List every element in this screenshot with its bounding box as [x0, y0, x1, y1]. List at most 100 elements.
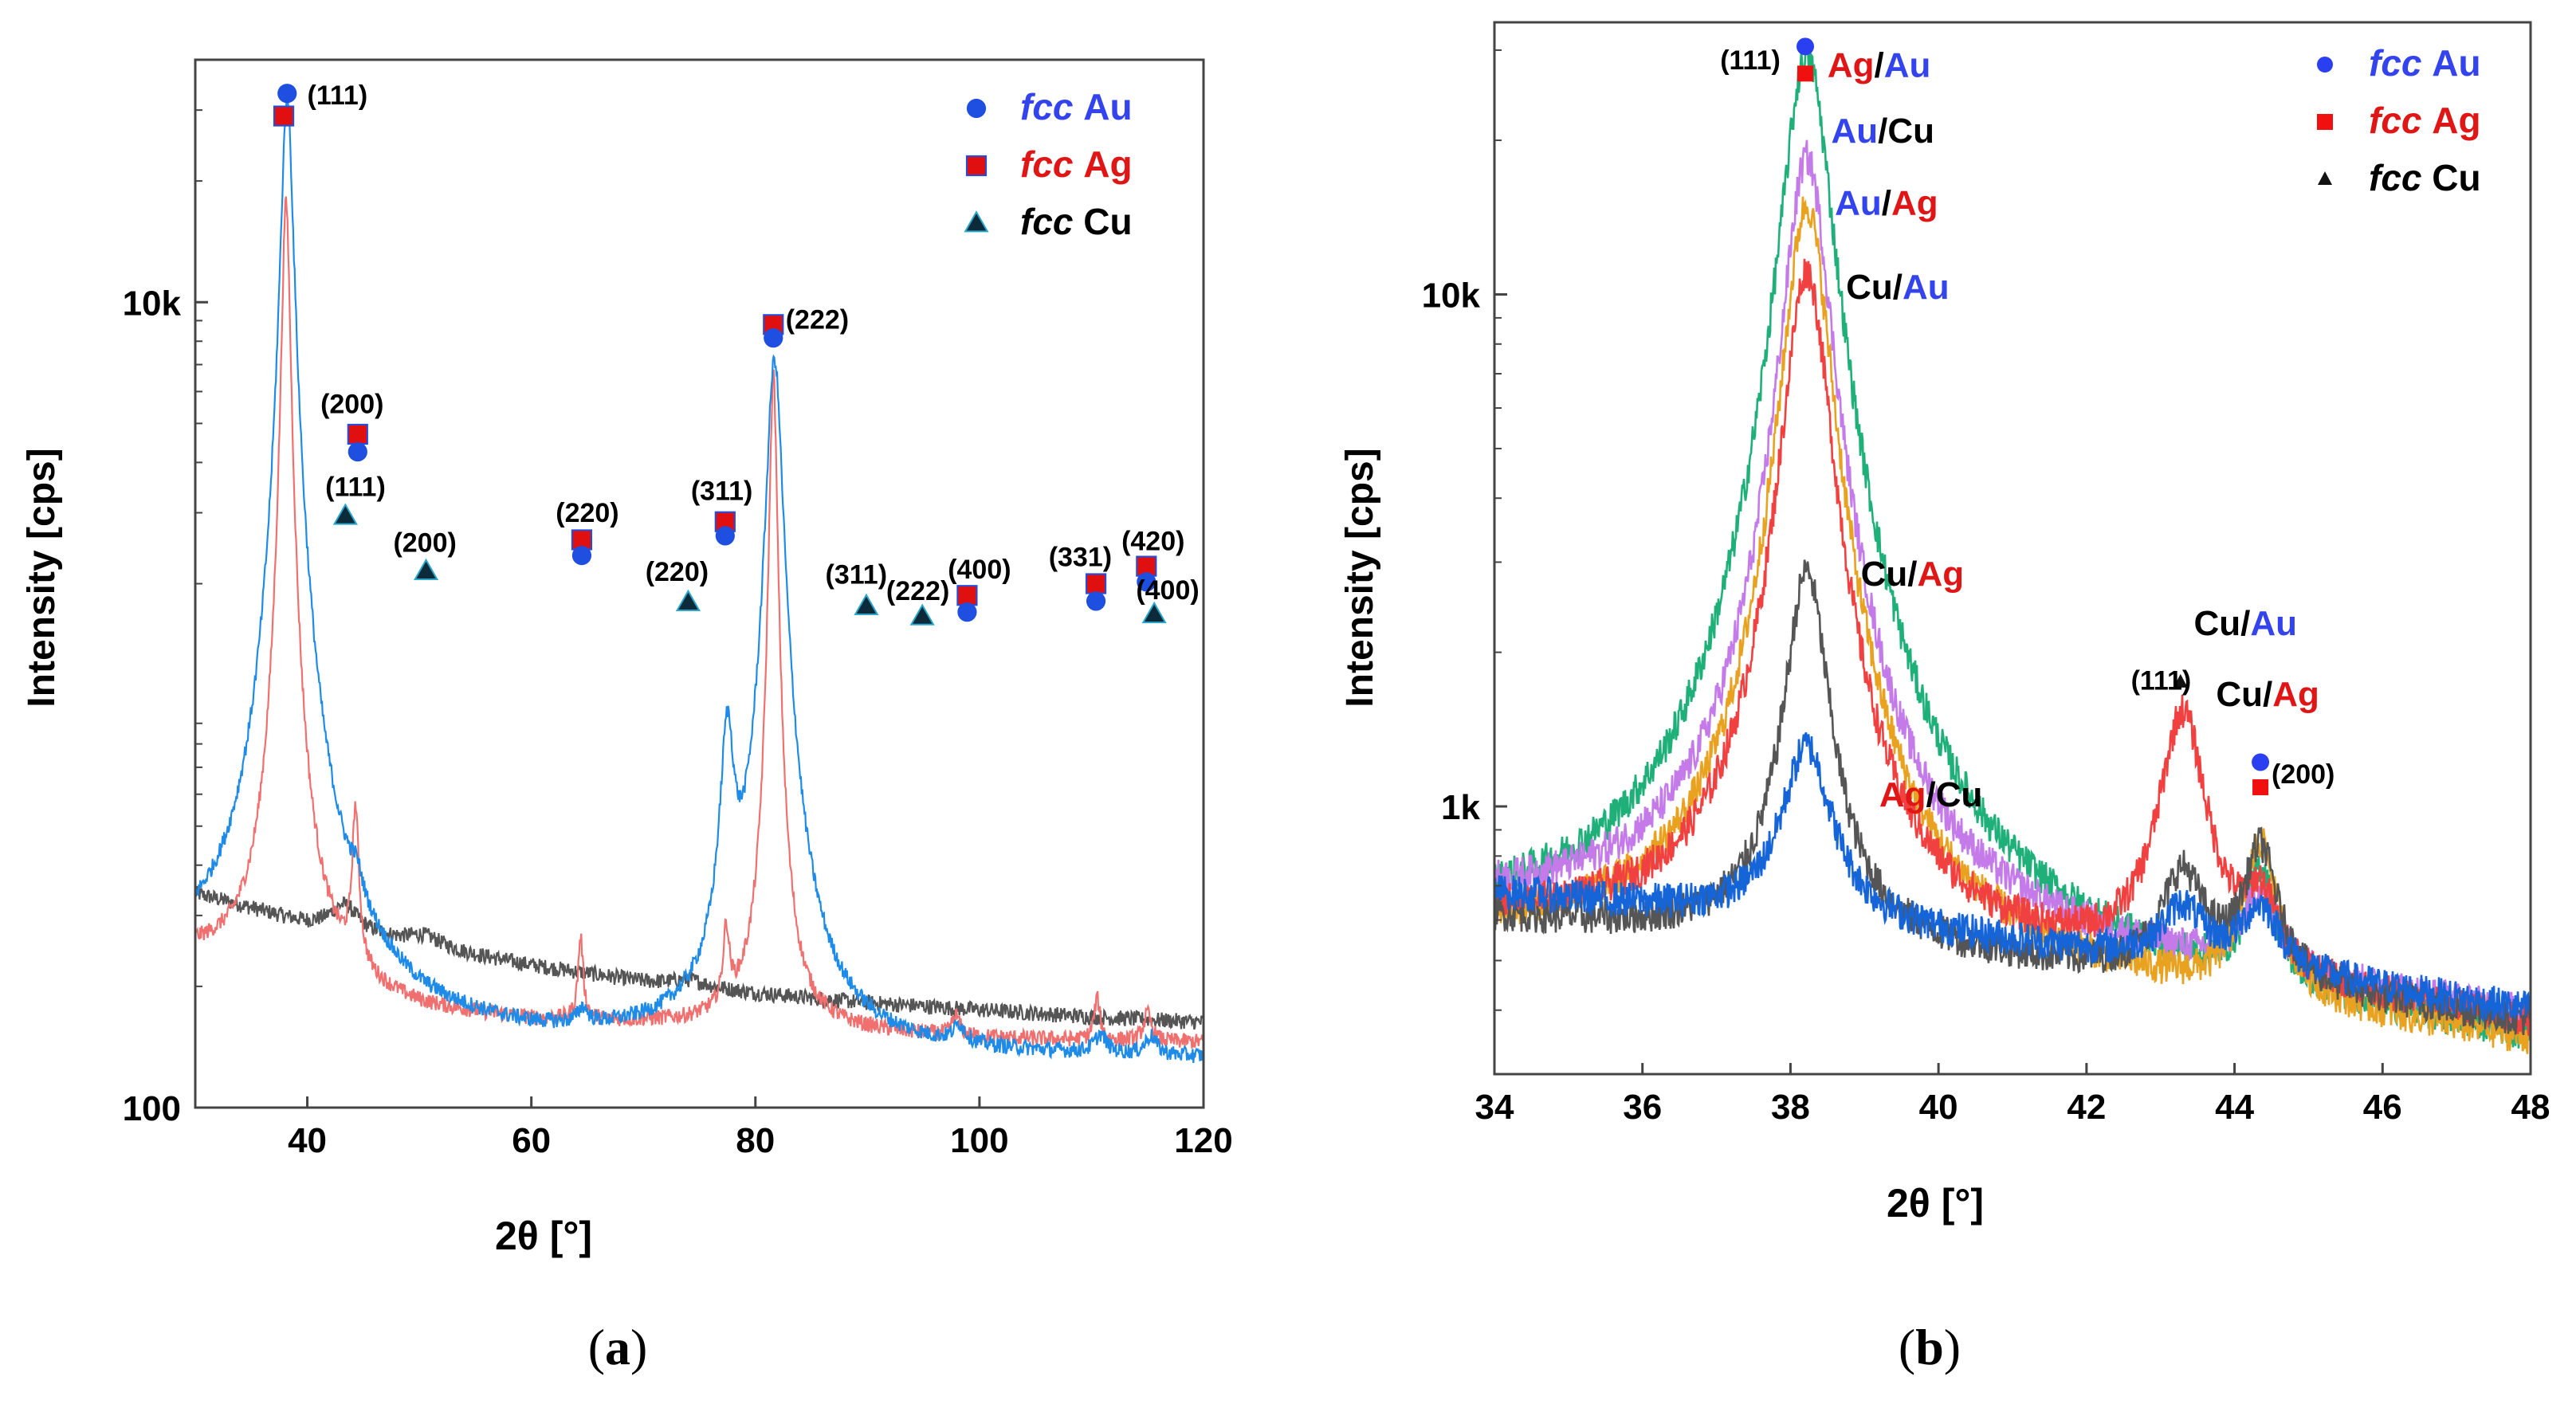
panel-a-marker-triangle [675, 589, 701, 612]
panel-b-series-cu-ag [1494, 559, 2531, 1036]
panel-a-legend-marker-square [965, 155, 988, 177]
panel-a-caption: (a) [588, 1319, 648, 1375]
panel-a-markers [273, 84, 1167, 626]
panel-b-axes: 34 36 38 40 42 44 46 48 10k 1k [1422, 49, 2550, 1127]
panel-a-legend-label-element: Au [1083, 86, 1132, 127]
panel-b-x-tick-label: 38 [1771, 1088, 1810, 1127]
panel-a-peak-label: (220) [556, 498, 618, 528]
panel-b-curve-label-part: Au [2250, 604, 2297, 643]
panel-b-curve-label-part: Cu [1936, 775, 1983, 814]
panel-a-series-blue-trace [195, 91, 1204, 1064]
panel-b-legend-label-fcc: fcc [2369, 100, 2432, 141]
panel-b-caption-close: ) [1944, 1319, 1961, 1375]
panel-a-marker-circle [1086, 591, 1106, 611]
panel-a-peak-label: (420) [1121, 527, 1184, 557]
panel-b-curve-label-part: Ag [1918, 555, 1965, 594]
panel-a-x-tick-label: 40 [288, 1121, 327, 1160]
panel-b-curve-label: Ag/Cu [1879, 775, 1983, 814]
panel-b-x-tick-label: 34 [1475, 1088, 1514, 1127]
panel-b-curve-label: Cu/Ag [2216, 675, 2319, 714]
panel-b-peak-label: (111) [1720, 45, 1781, 76]
panel-b-curve-label: Cu/Au [2194, 604, 2298, 643]
panel-a-marker-square [956, 585, 978, 606]
panel-b-x-tick-label: 46 [2363, 1088, 2402, 1127]
panel-b-curve-label-part: / [1926, 775, 1936, 814]
panel-b-curve-label-part: / [1882, 184, 1891, 223]
panel-b-marker-triangle [2173, 673, 2188, 688]
panel-b-curve-label-part: / [2240, 604, 2250, 643]
panel-b-legend-marker-square [2317, 114, 2333, 130]
panel-a-y-axis-title: Intensity [cps] [21, 448, 63, 707]
panel-b-curve-label-part: Cu [1846, 268, 1893, 307]
panel-b-curve-label-part: / [2263, 675, 2272, 714]
panel-a-peak-label: (222) [886, 576, 949, 606]
panel-a-marker-circle [764, 328, 783, 348]
panel-a-marker-square [347, 423, 368, 445]
panel-a-x-tick-label: 80 [736, 1121, 775, 1160]
panel-b-markers [1797, 37, 2270, 795]
panel-b-x-axis-title: 2θ [°] [1887, 1181, 1984, 1226]
panel-b-curve-label-part: Ag [1879, 775, 1926, 814]
panel-b-curve-label-part: Cu [1887, 112, 1934, 151]
panel-b-plot-frame [1493, 21, 2532, 1076]
panel-a-caption-close: ) [630, 1319, 647, 1375]
panel-a-peak-label: (111) [325, 473, 386, 503]
panel-b-legend-label: fcc Cu [2369, 157, 2481, 198]
panel-a-legend-marker-circle [966, 98, 987, 119]
panel-a-y-tick-label: 10k [123, 284, 182, 323]
panel-a-peak-label: (400) [948, 555, 1011, 585]
panel-b-curve-label-part: Ag [1828, 45, 1875, 84]
panel-b-curve-label: Cu/Ag [1861, 555, 1965, 594]
panel-b-curve-label-part: / [1907, 555, 1917, 594]
panel-a-legend-label-fcc: fcc [1020, 143, 1083, 185]
panel-b-curve-label-part: Ag [2272, 675, 2319, 714]
panel-b-peak-label: (111) [2131, 666, 2192, 696]
panel-a-x-tick-label: 120 [1174, 1121, 1232, 1160]
panel-b-legend-label-fcc: fcc [2369, 42, 2432, 84]
panel-b-curve-label-part: / [1875, 45, 1884, 84]
panel-b-y-axis-title: Intensity [cps] [1339, 448, 1381, 707]
panel-a-legend-label-fcc: fcc [1020, 86, 1083, 127]
panel-b-caption: (b) [1899, 1319, 1961, 1375]
panel-a-marker-circle [957, 602, 977, 622]
panel-a-marker-triangle [854, 593, 879, 615]
panel-a-marker-circle [348, 441, 367, 462]
panel-b-legend-label-element: Au [2432, 42, 2480, 84]
panel-a-annotations: (111)(200)(111)(200)(220)(311)(222)(220)… [308, 80, 1200, 606]
panel-b-curve-label-part: Cu [2194, 604, 2241, 643]
panel-a-marker-circle [715, 526, 735, 546]
panel-b-peak-label: (200) [2272, 759, 2334, 790]
panel-b-curve-label: Cu/Au [1846, 268, 1950, 307]
panel-b-caption-letter: b [1915, 1319, 1944, 1375]
panel-a-marker-triangle [1141, 601, 1167, 624]
panel-b-legend-label-element: Cu [2432, 157, 2480, 198]
panel-b-caption-open: ( [1899, 1319, 1915, 1375]
panel-a-marker-triangle [413, 558, 439, 581]
panel-a-legend-label-fcc: fcc [1020, 201, 1083, 242]
panel-a-peak-label: (331) [1049, 543, 1112, 573]
panel-a-traces [195, 91, 1204, 1064]
panel-a-marker-circle [571, 546, 592, 566]
panel-b-curve-label: Au/Cu [1832, 112, 1935, 151]
panel-b-traces [1494, 38, 2531, 1054]
panel-a-marker-square [273, 105, 295, 127]
panel-b-curve-label: Ag/Au [1828, 45, 1931, 84]
panel-b-curve-label-part: Cu [1861, 555, 1908, 594]
panel-b-x-tick-label: 42 [2067, 1088, 2106, 1127]
panel-a-marker-triangle [332, 503, 358, 525]
panel-a-peak-label: (200) [320, 390, 383, 420]
panel-a-marker-circle [277, 84, 297, 104]
panel-a-marker-square [1085, 573, 1107, 594]
panel-a-peak-label: (311) [826, 560, 888, 590]
panel-a-peak-label: (111) [308, 80, 368, 111]
panel-a-x-tick-label: 100 [950, 1121, 1008, 1160]
panel-a-caption-letter: a [605, 1319, 630, 1375]
panel-b-x-tick-label: 44 [2215, 1088, 2254, 1127]
panel-b-curve-label-part: Au [1835, 184, 1882, 223]
panel-b-series-au-cu [1494, 139, 2531, 1026]
panel-a-x-tick-label: 60 [512, 1121, 551, 1160]
